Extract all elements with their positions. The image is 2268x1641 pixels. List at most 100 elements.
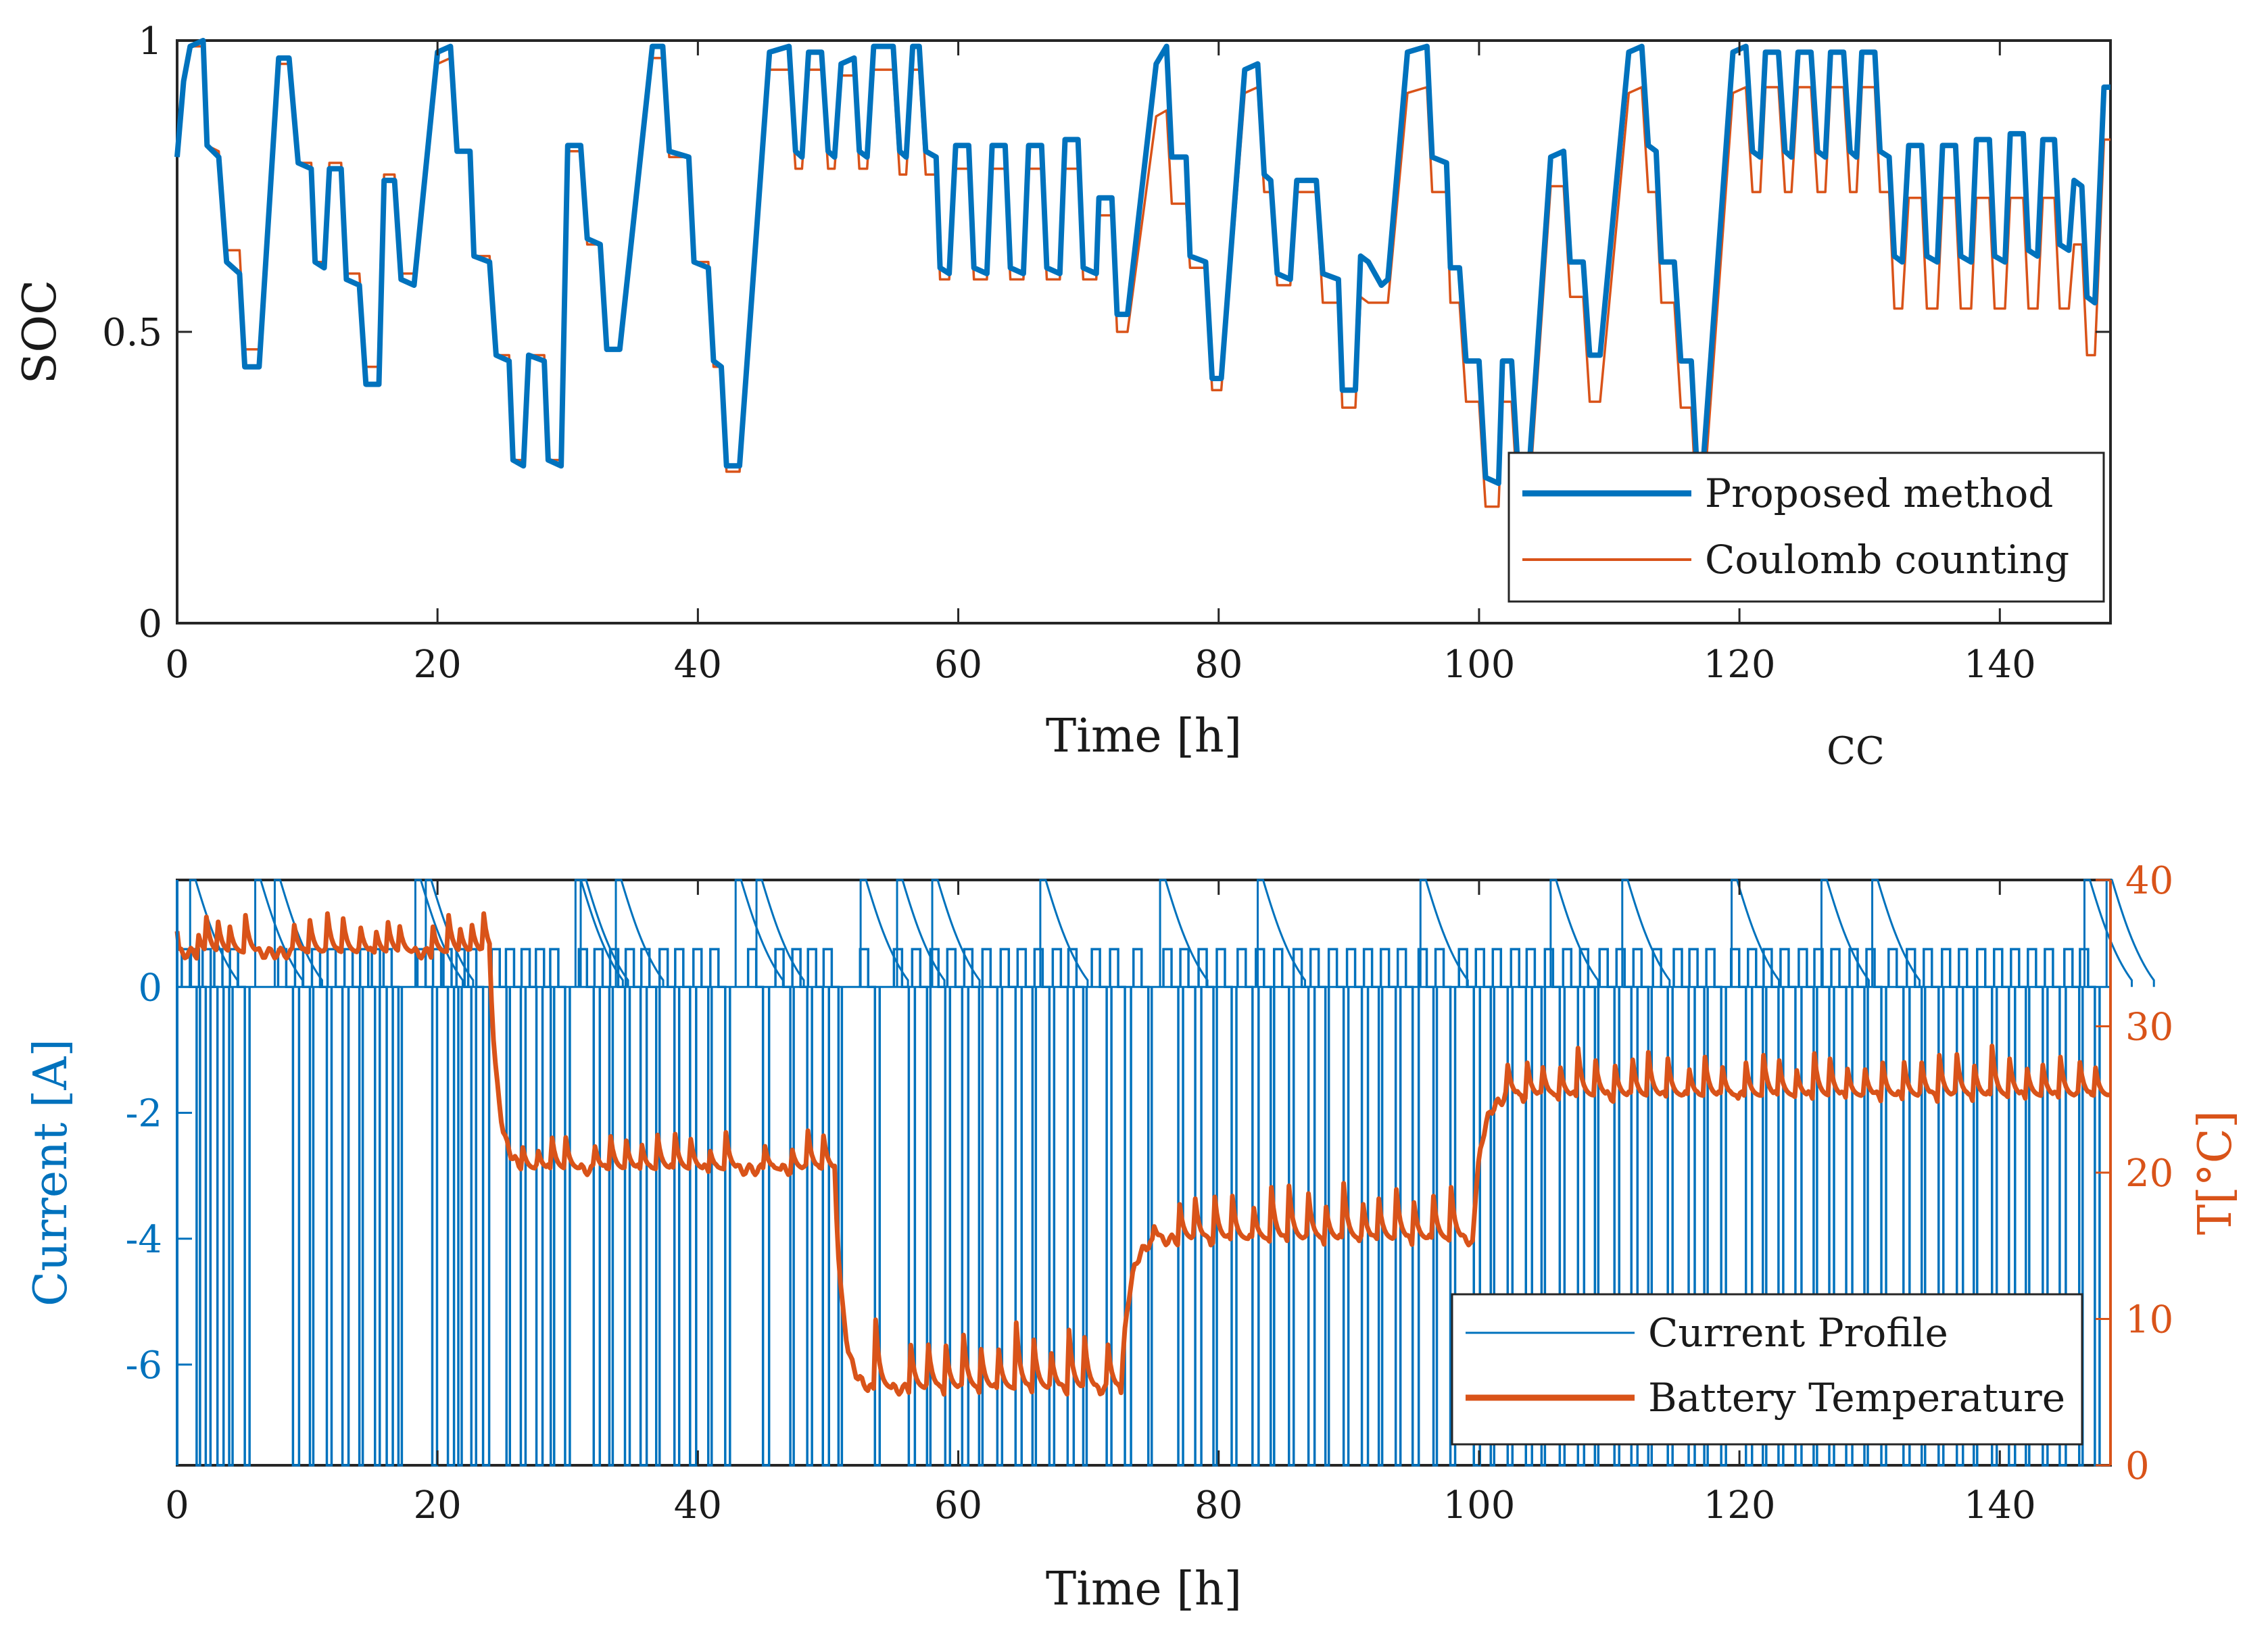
current-profile-charge-segment bbox=[1549, 879, 1599, 987]
soc-x-tick-label: 20 bbox=[414, 643, 462, 687]
soc-x-tick-label: 120 bbox=[1704, 643, 1776, 687]
current-profile-discharge-pulse bbox=[1688, 948, 1709, 1467]
current-profile-discharge-pulse bbox=[1272, 948, 1295, 1467]
current-profile-charge-segment bbox=[2083, 879, 2133, 987]
current-profile-discharge-pulse bbox=[1197, 948, 1218, 1467]
soc-y-tick-label: 1 bbox=[138, 20, 162, 64]
current-profile-discharge-pulse bbox=[1109, 948, 1132, 1467]
current-profile-charge-segment bbox=[579, 879, 629, 987]
current-profile-discharge-pulse bbox=[658, 948, 681, 1467]
current-profile-discharge-pulse bbox=[1379, 948, 1402, 1467]
current-profile-charge-segment bbox=[1159, 879, 1209, 987]
current-profile-discharge-pulse bbox=[1090, 948, 1113, 1467]
soc-x-tick-label: 80 bbox=[1195, 643, 1242, 687]
current-profile-charge-segment bbox=[1419, 879, 1469, 987]
current-profile-discharge-pulse bbox=[1345, 948, 1370, 1467]
current-profile-discharge-pulse bbox=[911, 948, 932, 1467]
current-profile-discharge-pulse bbox=[1162, 948, 1184, 1467]
current-profile-discharge-pulse bbox=[1672, 948, 1696, 1467]
current-profile-discharge-pulse bbox=[228, 948, 251, 1467]
temperature-y-tick-label: 40 bbox=[2125, 859, 2173, 903]
current-profile-discharge-pulse bbox=[1215, 948, 1238, 1467]
soc-x-tick-label: 40 bbox=[674, 643, 722, 687]
soc-legend-box bbox=[1507, 451, 2105, 603]
current-profile-discharge-pulse bbox=[674, 948, 698, 1467]
current-profile-discharge-pulse bbox=[2044, 948, 2067, 1467]
current-profile-discharge-pulse bbox=[1309, 948, 1330, 1467]
current-y-axis-label: Current [A] bbox=[24, 1039, 78, 1306]
current-profile-charge-segment bbox=[859, 879, 909, 987]
current-profile-discharge-pulse bbox=[520, 948, 544, 1467]
current-profile-discharge-pulse bbox=[1813, 948, 1835, 1467]
series-line-battery-temperature bbox=[174, 911, 2110, 1397]
current-y-tick-label: -4 bbox=[125, 1218, 162, 1262]
current-profile-discharge-pulse bbox=[1033, 948, 1056, 1467]
current-legend-box bbox=[1451, 1293, 2083, 1446]
current-profile-charge-segment bbox=[1039, 879, 1089, 987]
soc-y-tick-label: 0 bbox=[138, 602, 162, 646]
soc-x-tick-label: 100 bbox=[1443, 643, 1515, 687]
current-temp-chart: 0 20 40 60 80 100 120 140 0 -2 -4 -6 0 10 20 30 40 Time … bbox=[24, 859, 2242, 1616]
current-x-axis-label: Time [h] bbox=[1046, 1563, 1242, 1616]
current-profile-discharge-pulse bbox=[963, 948, 984, 1467]
current-profile-discharge-pulse bbox=[1434, 948, 1457, 1467]
temperature-y-tick-label: 30 bbox=[2125, 1006, 2173, 1050]
current-profile-discharge-pulse bbox=[1830, 948, 1854, 1467]
current-profile-charge-segment bbox=[1257, 879, 1307, 987]
current-profile-discharge-pulse bbox=[534, 948, 556, 1467]
temperature-y-axis-label: T[°C] bbox=[2189, 1110, 2242, 1235]
current-profile-discharge-pulse bbox=[310, 948, 333, 1467]
current-profile-discharge-pulse bbox=[2063, 948, 2084, 1467]
current-profile-discharge-pulse bbox=[746, 948, 771, 1467]
current-profile-discharge-pulse bbox=[1958, 948, 1979, 1467]
current-profile-discharge-pulse bbox=[1615, 948, 1639, 1467]
current-series-layer bbox=[174, 879, 2155, 1467]
current-profile-charge-segment bbox=[1621, 879, 1671, 987]
current-y-tick-label: -2 bbox=[125, 1092, 162, 1136]
current-profile-discharge-pulse bbox=[1993, 948, 2017, 1467]
current-profile-discharge-pulse bbox=[1491, 948, 1514, 1467]
soc-y-tick-label: 0.5 bbox=[102, 311, 162, 355]
current-profile-discharge-pulse bbox=[1051, 948, 1076, 1467]
current-profile-charge-segment bbox=[414, 879, 464, 987]
current-profile-discharge-pulse bbox=[1543, 948, 1566, 1467]
current-profile-charge-segment bbox=[2105, 879, 2155, 987]
current-profile-discharge-pulse bbox=[822, 948, 844, 1467]
current-profile-discharge-pulse bbox=[981, 948, 1004, 1467]
current-profile-discharge-pulse bbox=[504, 948, 527, 1467]
temperature-y-tick-label: 10 bbox=[2125, 1298, 2173, 1342]
current-profile-discharge-pulse bbox=[1651, 948, 1674, 1467]
current-x-tick-label: 100 bbox=[1443, 1484, 1515, 1527]
temperature-y-tick-label: 20 bbox=[2125, 1152, 2173, 1196]
current-profile-discharge-pulse bbox=[1510, 948, 1534, 1467]
current-profile-discharge-pulse bbox=[640, 948, 661, 1467]
current-x-tick-label: 120 bbox=[1704, 1484, 1776, 1527]
current-ticks: 0 20 40 60 80 100 120 140 0 -2 -4 -6 0 10 20 30 40 bbox=[125, 859, 2173, 1527]
current-profile-discharge-pulse bbox=[1705, 948, 1727, 1467]
current-profile-discharge-pulse bbox=[999, 948, 1023, 1467]
current-x-tick-label: 60 bbox=[934, 1484, 982, 1527]
current-profile-charge-segment bbox=[1820, 879, 1870, 987]
current-legend-label-profile: Current Profile bbox=[1648, 1310, 1948, 1356]
current-profile-discharge-pulse bbox=[1887, 948, 1911, 1467]
current-x-tick-label: 20 bbox=[414, 1484, 462, 1527]
current-profile-discharge-pulse bbox=[774, 948, 795, 1467]
current-profile-discharge-pulse bbox=[1923, 948, 1945, 1467]
current-profile-discharge-pulse bbox=[490, 948, 512, 1467]
current-profile-discharge-pulse bbox=[1797, 948, 1818, 1467]
soc-extra-label: CC bbox=[1827, 729, 1885, 773]
current-profile-discharge-pulse bbox=[1598, 948, 1620, 1467]
current-profile-discharge-pulse bbox=[593, 948, 614, 1467]
current-profile-discharge-pulse bbox=[692, 948, 713, 1467]
soc-y-axis-label: SOC bbox=[14, 280, 67, 384]
current-y-tick-label: -6 bbox=[125, 1344, 162, 1388]
current-x-tick-label: 40 bbox=[674, 1484, 722, 1527]
current-profile-discharge-pulse bbox=[709, 948, 731, 1467]
current-profile-discharge-pulse bbox=[1396, 948, 1420, 1467]
current-profile-discharge-pulse bbox=[1474, 948, 1496, 1467]
current-profile-charge-segment bbox=[896, 879, 946, 987]
current-profile-discharge-pulse bbox=[1525, 948, 1547, 1467]
current-y-tick-label: 0 bbox=[138, 966, 162, 1010]
current-profile-discharge-pulse bbox=[1327, 948, 1350, 1467]
